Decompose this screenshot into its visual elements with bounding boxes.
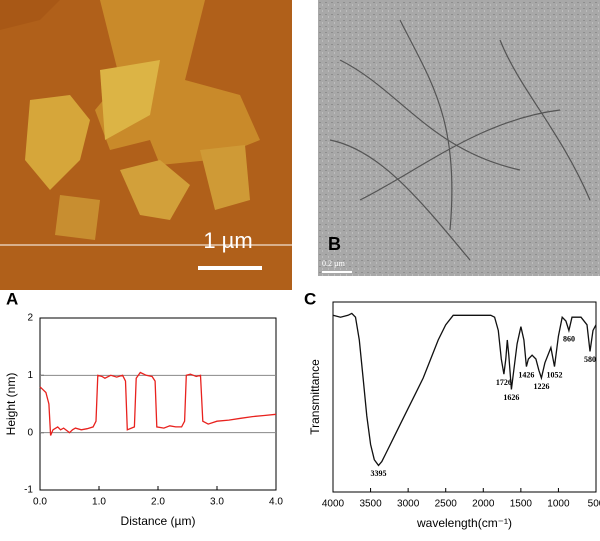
x-axis-label: Distance (µm): [121, 514, 196, 528]
y-tick-label: -1: [24, 485, 33, 496]
peak-label: 3395: [370, 469, 386, 478]
x-tick-label: 3.0: [210, 497, 224, 508]
peak-label: 1726: [496, 378, 512, 387]
x-axis-label: wavelength(cm⁻¹): [416, 516, 512, 530]
data-line: [39, 371, 277, 436]
data-line: [332, 312, 597, 467]
tem-image: B 0.2 µm: [318, 0, 600, 276]
x-tick-label: 3000: [397, 499, 420, 510]
panel-label: A: [6, 289, 18, 308]
y-axis-label: Height (nm): [4, 373, 18, 436]
x-tick-label: 3500: [359, 499, 382, 510]
plot-frame: [332, 301, 597, 493]
peak-label: 1426: [518, 370, 534, 379]
x-tick-label: 1500: [510, 499, 533, 510]
y-tick-label: 2: [27, 313, 33, 324]
peak-label: 1626: [503, 393, 519, 402]
y-tick-label: 1: [27, 370, 33, 381]
x-tick-label: 4000: [322, 499, 345, 510]
panel-label: C: [304, 289, 316, 308]
y-tick-label: 0: [27, 427, 33, 438]
peak-label: 1226: [533, 382, 549, 391]
x-tick-label: 2000: [472, 499, 495, 510]
peak-label: 580: [584, 355, 596, 364]
x-tick-label: 2500: [435, 499, 458, 510]
plot-frame: [39, 317, 277, 491]
x-tick-label: 1.0: [92, 497, 106, 508]
peak-label: 1052: [547, 370, 563, 379]
scale-bar-label: 1 µm: [203, 228, 252, 253]
scale-bar-label: 0.2 µm: [322, 259, 346, 268]
x-tick-label: 4.0: [269, 497, 283, 508]
panel-label: B: [328, 234, 341, 254]
x-tick-label: 1000: [547, 499, 570, 510]
y-axis-label: Transmittance: [308, 359, 322, 435]
x-tick-label: 0.0: [33, 497, 47, 508]
afm-image: 1 µm: [0, 0, 292, 290]
x-tick-label: 2.0: [151, 497, 165, 508]
x-tick-label: 500: [588, 499, 600, 510]
peak-label: 860: [563, 334, 575, 343]
